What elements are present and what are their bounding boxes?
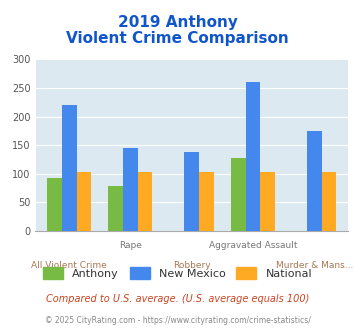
Bar	[47, 178, 62, 231]
Bar	[123, 148, 138, 231]
Bar	[184, 152, 199, 231]
Bar	[260, 172, 275, 231]
Bar	[108, 186, 123, 231]
Text: 2019 Anthony: 2019 Anthony	[118, 15, 237, 30]
Bar	[62, 105, 77, 231]
Text: All Violent Crime: All Violent Crime	[31, 261, 107, 270]
Text: © 2025 CityRating.com - https://www.cityrating.com/crime-statistics/: © 2025 CityRating.com - https://www.city…	[45, 316, 310, 325]
Bar	[322, 172, 336, 231]
Bar	[246, 82, 260, 231]
Text: Compared to U.S. average. (U.S. average equals 100): Compared to U.S. average. (U.S. average …	[46, 294, 309, 304]
Bar	[199, 172, 214, 231]
Bar	[77, 172, 91, 231]
Text: Rape: Rape	[119, 241, 142, 250]
Text: Murder & Mans...: Murder & Mans...	[275, 261, 353, 270]
Bar	[138, 172, 153, 231]
Legend: Anthony, New Mexico, National: Anthony, New Mexico, National	[39, 263, 316, 283]
Bar	[307, 131, 322, 231]
Bar	[231, 158, 246, 231]
Text: Robbery: Robbery	[173, 261, 211, 270]
Text: Violent Crime Comparison: Violent Crime Comparison	[66, 31, 289, 46]
Text: Aggravated Assault: Aggravated Assault	[209, 241, 297, 250]
